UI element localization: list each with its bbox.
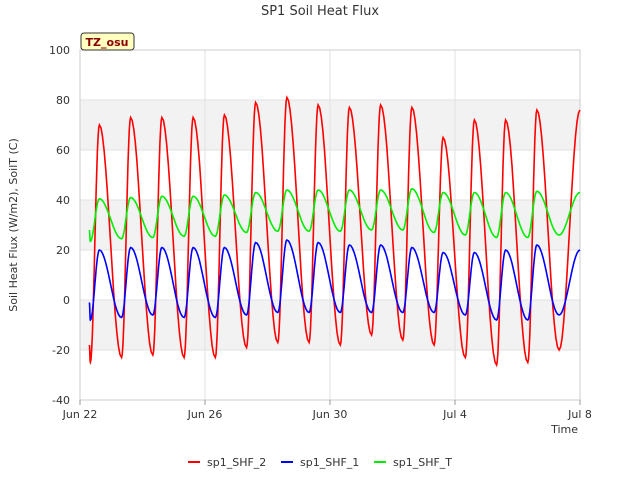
y-tick-label: 80: [56, 94, 70, 107]
x-tick-label: Jul 4: [442, 408, 467, 421]
y-tick-label: 60: [56, 144, 70, 157]
x-tick-label: Jul 8: [567, 408, 592, 421]
x-tick-label: Jun 30: [312, 408, 348, 421]
x-tick-label: Jun 26: [187, 408, 223, 421]
series-line-sp1_SHF_T: [88, 187, 581, 243]
y-tick-label: 100: [49, 44, 70, 57]
legend-label-sp1_SHF_1: sp1_SHF_1: [300, 456, 359, 469]
y-tick-label: 0: [63, 294, 70, 307]
y-axis-ticks: -40 -20 0 20 40 60 80 100: [49, 44, 70, 407]
y-axis-label: Soil Heat Flux (W/m2), SoilT (C): [7, 138, 20, 311]
y-tick-label: -20: [52, 344, 70, 357]
y-tick-label: -40: [52, 394, 70, 407]
x-axis-label: Time: [550, 423, 578, 436]
legend: sp1_SHF_2 sp1_SHF_1 sp1_SHF_T: [188, 456, 452, 469]
series-line-sp1_SHF_1: [88, 238, 581, 322]
legend-label-sp1_SHF_2: sp1_SHF_2: [207, 456, 266, 469]
station-badge-label: TZ_osu: [86, 36, 129, 49]
x-tick-label: Jun 22: [62, 408, 98, 421]
station-badge: TZ_osu: [80, 32, 135, 51]
x-axis-ticks: Jun 22 Jun 26 Jun 30 Jul 4 Jul 8: [62, 400, 592, 421]
legend-label-sp1_SHF_T: sp1_SHF_T: [393, 456, 452, 469]
y-tick-label: 40: [56, 194, 70, 207]
station-badge-box: [80, 32, 135, 51]
chart-title: SP1 Soil Heat Flux: [261, 4, 379, 19]
series-layer: [88, 95, 581, 368]
y-tick-label: 20: [56, 244, 70, 257]
